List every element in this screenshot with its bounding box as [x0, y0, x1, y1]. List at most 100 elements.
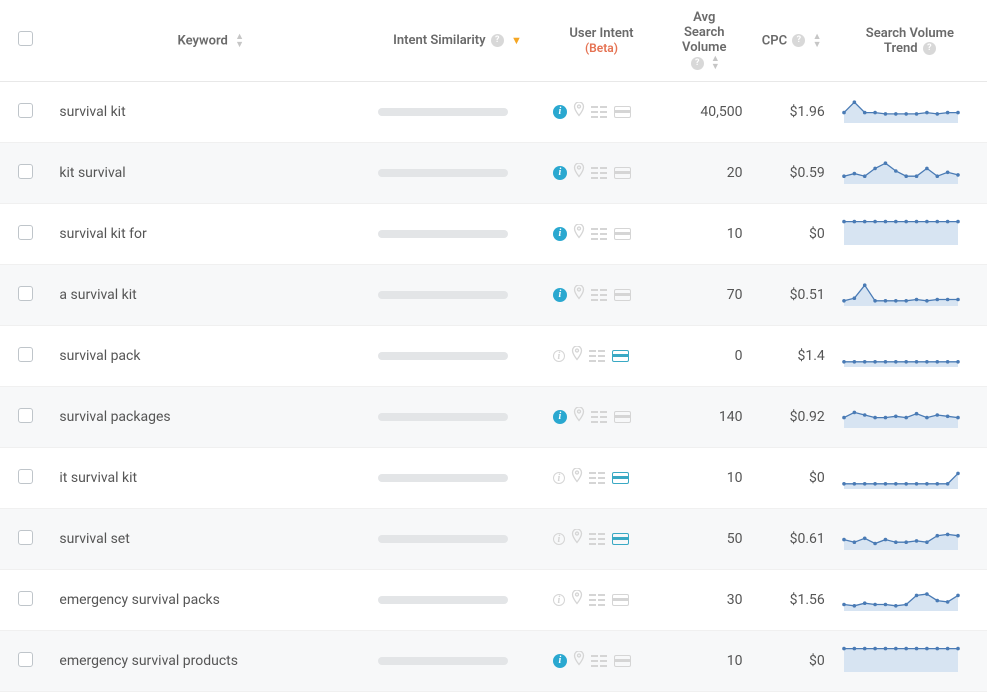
- column-header-avg-search-volume[interactable]: Avg Search Volume ? ▲▼: [658, 0, 751, 82]
- sparkline: [841, 582, 961, 614]
- row-checkbox[interactable]: [18, 164, 33, 179]
- header-label: Search: [684, 25, 725, 40]
- avg-search-volume-cell: 20: [658, 143, 751, 204]
- header-label: Intent Similarity: [393, 33, 485, 48]
- keyword-cell[interactable]: survival kit for: [51, 204, 370, 265]
- sort-desc-active-icon: ▼: [511, 34, 522, 47]
- keyword-cell[interactable]: survival pack: [51, 326, 370, 387]
- intent-info-icon: i: [553, 350, 565, 362]
- header-label: Avg: [693, 10, 715, 25]
- row-checkbox[interactable]: [18, 591, 33, 606]
- progress-track: [378, 230, 508, 238]
- sparkline: [841, 338, 961, 370]
- intent-card-icon: [614, 167, 631, 179]
- row-checkbox[interactable]: [18, 530, 33, 545]
- table-row: survival pack i 0 $1.4: [0, 326, 987, 387]
- avg-search-volume-cell: 10: [658, 631, 751, 692]
- intent-pin-icon: [573, 285, 585, 305]
- intent-info-icon: i: [553, 227, 567, 241]
- table-row: emergency survival packs i 30 $1.56: [0, 570, 987, 631]
- intent-lines-icon: [591, 228, 607, 240]
- cpc-cell: $0.51: [751, 265, 833, 326]
- sparkline: [841, 643, 961, 675]
- intent-similarity-cell: [370, 448, 545, 509]
- keyword-cell[interactable]: emergency survival packs: [51, 570, 370, 631]
- keyword-cell[interactable]: it survival kit: [51, 448, 370, 509]
- select-all-checkbox[interactable]: [18, 31, 33, 46]
- progress-track: [378, 169, 508, 177]
- sparkline: [841, 521, 961, 553]
- trend-cell: [833, 631, 987, 692]
- help-icon[interactable]: ?: [792, 34, 805, 47]
- user-intent-cell: i: [545, 570, 658, 631]
- intent-card-icon: [614, 228, 631, 240]
- help-icon[interactable]: ?: [923, 42, 936, 55]
- help-icon[interactable]: ?: [691, 57, 704, 70]
- row-checkbox[interactable]: [18, 225, 33, 240]
- avg-search-volume-cell: 10: [658, 204, 751, 265]
- intent-similarity-cell: [370, 570, 545, 631]
- avg-search-volume-cell: 70: [658, 265, 751, 326]
- intent-pin-icon: [573, 102, 585, 122]
- cpc-cell: $1.96: [751, 82, 833, 143]
- header-label: CPC: [762, 33, 787, 48]
- sparkline: [841, 277, 961, 309]
- intent-card-icon: [614, 411, 631, 423]
- intent-lines-icon: [591, 655, 607, 667]
- intent-info-icon: i: [553, 166, 567, 180]
- row-checkbox[interactable]: [18, 347, 33, 362]
- trend-cell: [833, 448, 987, 509]
- intent-similarity-cell: [370, 265, 545, 326]
- keyword-cell[interactable]: survival packages: [51, 387, 370, 448]
- trend-cell: [833, 82, 987, 143]
- intent-card-icon: [612, 594, 629, 606]
- intent-lines-icon: [591, 106, 607, 118]
- intent-lines-icon: [589, 533, 605, 545]
- header-label: Keyword: [178, 33, 228, 48]
- header-label: User Intent: [569, 26, 633, 41]
- progress-track: [378, 474, 508, 482]
- user-intent-cell: i: [545, 204, 658, 265]
- row-checkbox[interactable]: [18, 469, 33, 484]
- intent-card-icon: [612, 472, 629, 484]
- help-icon[interactable]: ?: [491, 34, 504, 47]
- intent-info-icon: i: [553, 654, 567, 668]
- user-intent-cell: i: [545, 143, 658, 204]
- user-intent-cell: i: [545, 448, 658, 509]
- column-header-keyword[interactable]: Keyword ▲▼: [51, 0, 370, 82]
- trend-cell: [833, 204, 987, 265]
- column-header-intent-similarity[interactable]: Intent Similarity ? ▼: [370, 0, 545, 82]
- keyword-cell[interactable]: a survival kit: [51, 265, 370, 326]
- column-header-user-intent[interactable]: User Intent (Beta): [545, 0, 658, 82]
- row-checkbox[interactable]: [18, 286, 33, 301]
- trend-cell: [833, 265, 987, 326]
- keyword-cell[interactable]: kit survival: [51, 143, 370, 204]
- column-header-search-volume-trend[interactable]: Search Volume Trend ?: [833, 0, 987, 82]
- intent-similarity-cell: [370, 326, 545, 387]
- row-checkbox[interactable]: [18, 103, 33, 118]
- user-intent-cell: i: [545, 387, 658, 448]
- user-intent-cell: i: [545, 326, 658, 387]
- intent-info-icon: i: [553, 410, 567, 424]
- keyword-cell[interactable]: survival set: [51, 509, 370, 570]
- column-header-cpc[interactable]: CPC ? ▲▼: [751, 0, 833, 82]
- keyword-cell[interactable]: survival kit: [51, 82, 370, 143]
- user-intent-cell: i: [545, 509, 658, 570]
- intent-pin-icon: [573, 224, 585, 244]
- row-checkbox[interactable]: [18, 408, 33, 423]
- keyword-cell[interactable]: emergency survival products: [51, 631, 370, 692]
- row-checkbox[interactable]: [18, 652, 33, 667]
- user-intent-cell: i: [545, 82, 658, 143]
- intent-card-icon: [612, 533, 629, 545]
- trend-cell: [833, 143, 987, 204]
- intent-info-icon: i: [553, 472, 565, 484]
- sparkline: [841, 216, 961, 248]
- intent-card-icon: [614, 289, 631, 301]
- trend-cell: [833, 387, 987, 448]
- user-intent-cell: i: [545, 265, 658, 326]
- progress-track: [378, 657, 508, 665]
- sort-icon: ▲▼: [711, 55, 720, 71]
- avg-search-volume-cell: 40,500: [658, 82, 751, 143]
- cpc-cell: $0.92: [751, 387, 833, 448]
- avg-search-volume-cell: 0: [658, 326, 751, 387]
